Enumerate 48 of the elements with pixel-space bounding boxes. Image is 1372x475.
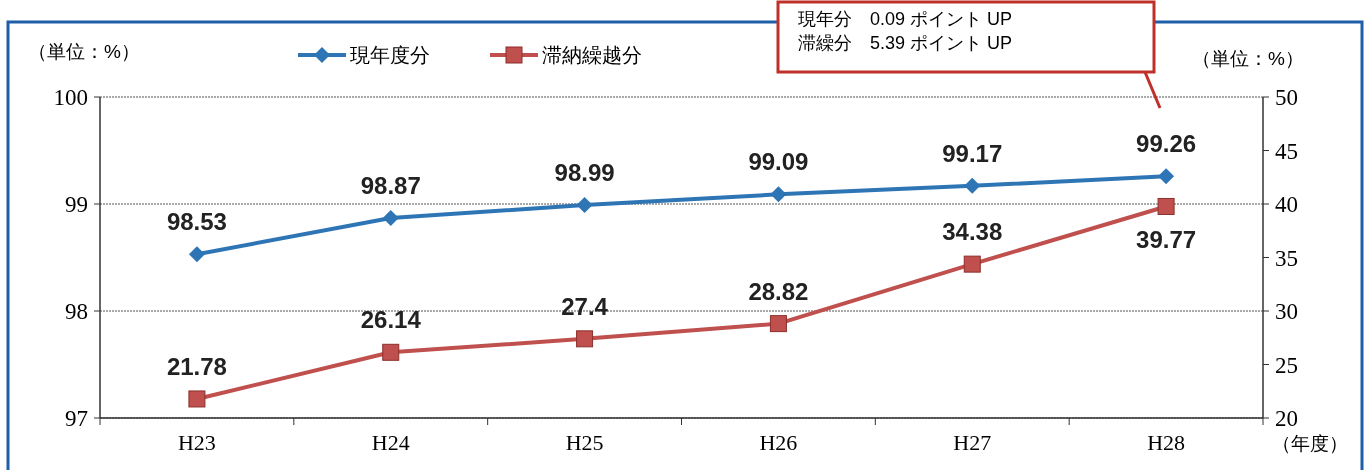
- x-tick-label: H28: [1147, 430, 1186, 455]
- data-label: 98.99: [554, 159, 615, 187]
- point: [1158, 168, 1175, 185]
- y2-tick-label: 30: [1275, 299, 1298, 324]
- point: [188, 246, 205, 263]
- y-tick-label: 100: [53, 85, 88, 110]
- point: [963, 255, 981, 273]
- point: [1157, 197, 1175, 215]
- point: [770, 186, 787, 203]
- point: [964, 177, 981, 194]
- y2-tick-label: 40: [1275, 192, 1298, 217]
- y2-tick-label: 35: [1275, 245, 1298, 271]
- data-label: 21.78: [166, 352, 227, 380]
- y2-tick-label: 50: [1275, 85, 1298, 110]
- point: [769, 315, 787, 333]
- x-tick-label: H23: [177, 430, 216, 455]
- point: [576, 330, 594, 348]
- x-tick-label: H26: [759, 430, 798, 455]
- legend-label: 現年度分: [350, 44, 430, 66]
- data-label: 98.87: [360, 171, 421, 199]
- data-label: 26.14: [360, 306, 422, 334]
- y2-tick-label: 20: [1275, 406, 1298, 431]
- y-tick-label: 98: [65, 299, 88, 324]
- point: [382, 343, 400, 361]
- x-tick-label: H24: [371, 430, 410, 455]
- data-label: 34.38: [942, 218, 1003, 246]
- y2-axis-title: （単位：%）: [1192, 48, 1304, 69]
- data-label: 98.53: [166, 208, 227, 236]
- data-label: 28.82: [748, 277, 809, 305]
- text: 現年分 0.09 ポイント UP: [798, 9, 1013, 29]
- x-tick-label: H27: [953, 430, 992, 455]
- y-axis-title: （単位：%）: [28, 41, 140, 62]
- data-label: 27.4: [561, 292, 609, 320]
- text: 滞繰分 5.39 ポイント UP: [798, 33, 1013, 53]
- data-label: 39.77: [1136, 226, 1197, 254]
- y-tick-label: 97: [65, 406, 88, 431]
- data-label: 99.26: [1136, 130, 1197, 158]
- data-label: 99.09: [748, 148, 809, 176]
- y-tick-label: 99: [65, 192, 88, 217]
- point: [576, 197, 593, 214]
- x-axis-title: （年度）: [1272, 433, 1348, 454]
- y2-tick-label: 45: [1275, 138, 1298, 164]
- y2-tick-label: 25: [1275, 352, 1298, 378]
- x-tick-label: H25: [565, 430, 604, 455]
- legend-label: 滞納繰越分: [542, 44, 642, 66]
- point: [382, 209, 399, 226]
- point: [188, 390, 206, 408]
- data-label: 99.17: [942, 139, 1003, 167]
